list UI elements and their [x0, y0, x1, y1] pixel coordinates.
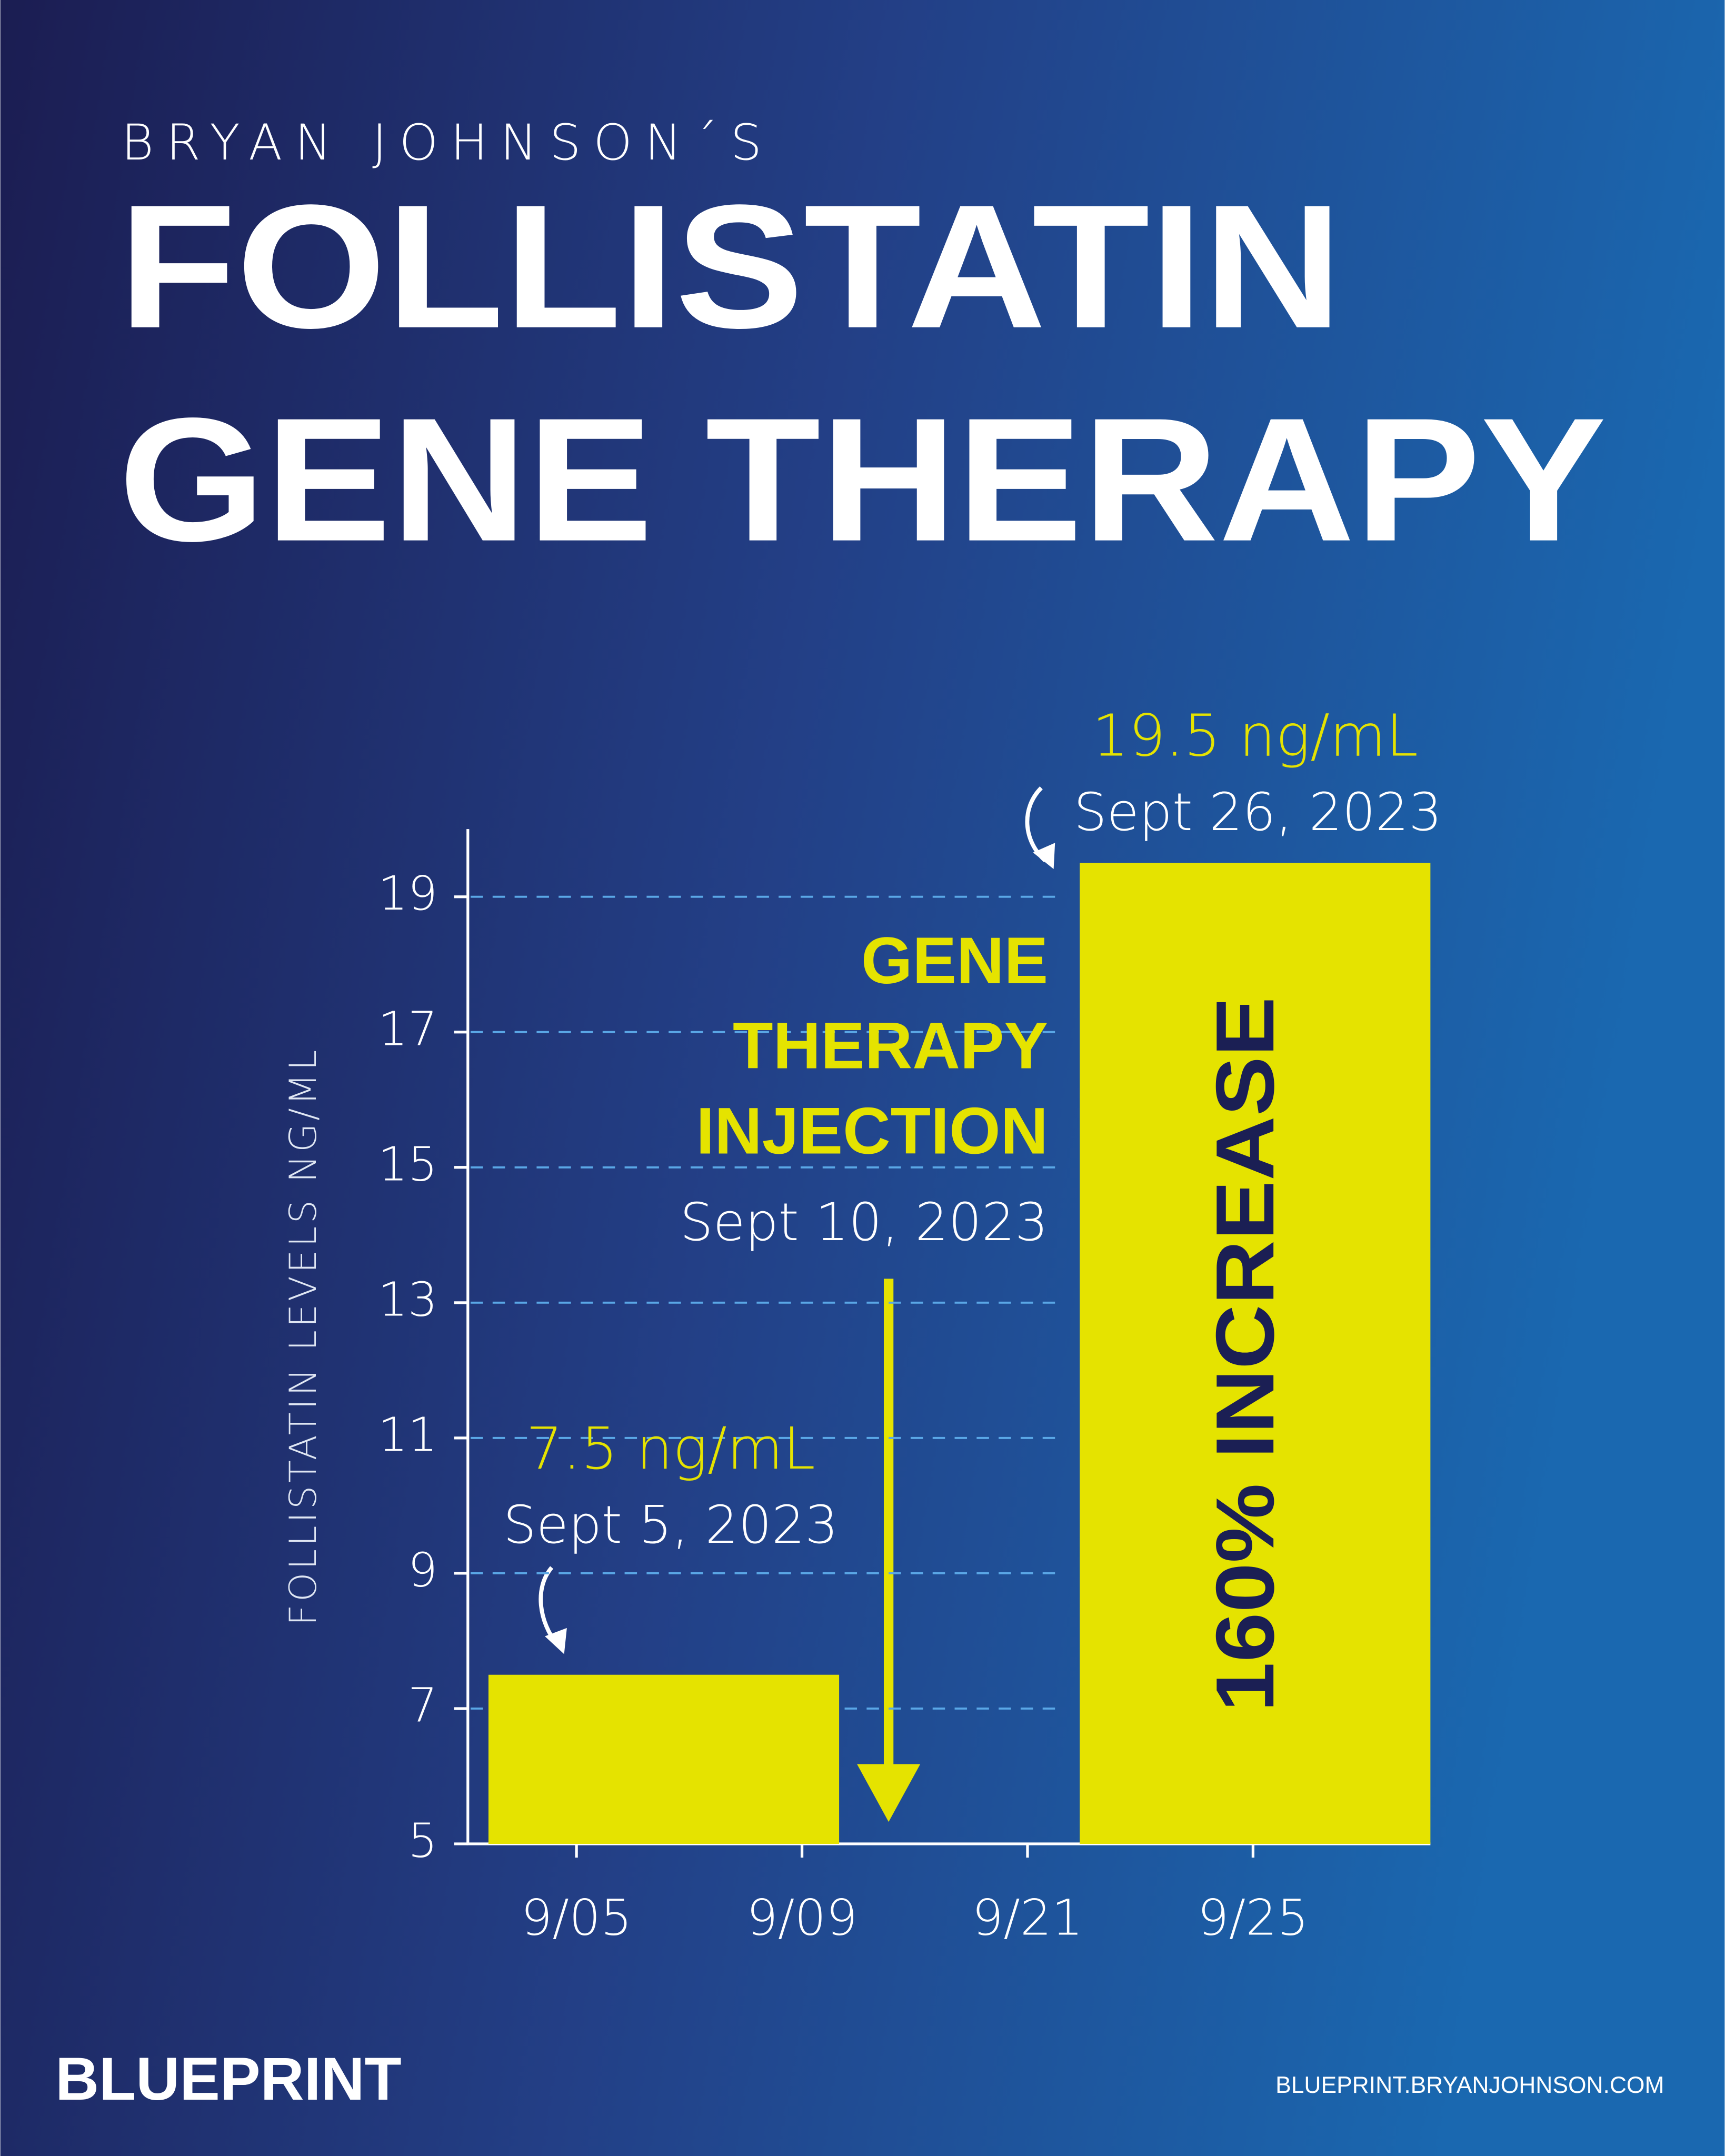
- y-tick-label: 9: [408, 1543, 438, 1597]
- y-tick-label: 19: [378, 866, 437, 921]
- injection-label: GENE: [861, 923, 1048, 997]
- value-label: 19.5 ng/mL: [1092, 702, 1418, 770]
- bar-annotation: 160% INCREASE: [1199, 997, 1291, 1712]
- injection-arrow-head: [857, 1764, 921, 1822]
- y-tick-label: 5: [408, 1814, 438, 1868]
- x-tick-label: 9/09: [746, 1889, 857, 1947]
- y-tick-label: 11: [378, 1408, 437, 1462]
- y-tick-label: 17: [378, 1002, 437, 1056]
- injection-label: INJECTION: [696, 1094, 1048, 1168]
- url: BLUEPRINT.BRYANJOHNSON.COM: [1275, 2072, 1664, 2098]
- title-line: GENE THERAPY: [118, 381, 1606, 578]
- injection-label: THERAPY: [733, 1009, 1048, 1083]
- arrow-head: [1033, 843, 1055, 869]
- kicker: BRYAN JOHNSON´S: [122, 114, 774, 172]
- bar: [1080, 863, 1431, 1844]
- y-tick-label: 7: [408, 1678, 438, 1732]
- y-axis-label: FOLLISTATIN LEVELS NG/ML: [282, 1047, 325, 1625]
- y-tick-label: 15: [378, 1137, 437, 1191]
- injection-date: Sept 10, 2023: [680, 1192, 1049, 1253]
- arrow-head: [545, 1628, 567, 1654]
- x-tick-label: 9/21: [972, 1889, 1083, 1947]
- bar: [488, 1674, 840, 1844]
- value-label: 7.5 ng/mL: [526, 1415, 815, 1482]
- title-line: FOLLISTATIN: [118, 168, 1342, 365]
- y-tick-label: 13: [378, 1272, 437, 1326]
- brand: BLUEPRINT: [55, 2045, 402, 2113]
- x-tick-label: 9/05: [521, 1889, 632, 1947]
- date-label: Sept 26, 2023: [1074, 782, 1442, 843]
- x-tick-label: 9/25: [1198, 1889, 1309, 1947]
- date-label: Sept 5, 2023: [503, 1495, 838, 1555]
